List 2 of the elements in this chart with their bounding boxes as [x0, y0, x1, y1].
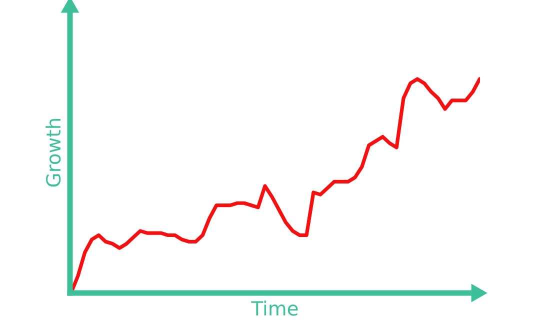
x-axis-title: Time	[251, 300, 298, 316]
y-axis-title: Growth	[46, 118, 61, 187]
